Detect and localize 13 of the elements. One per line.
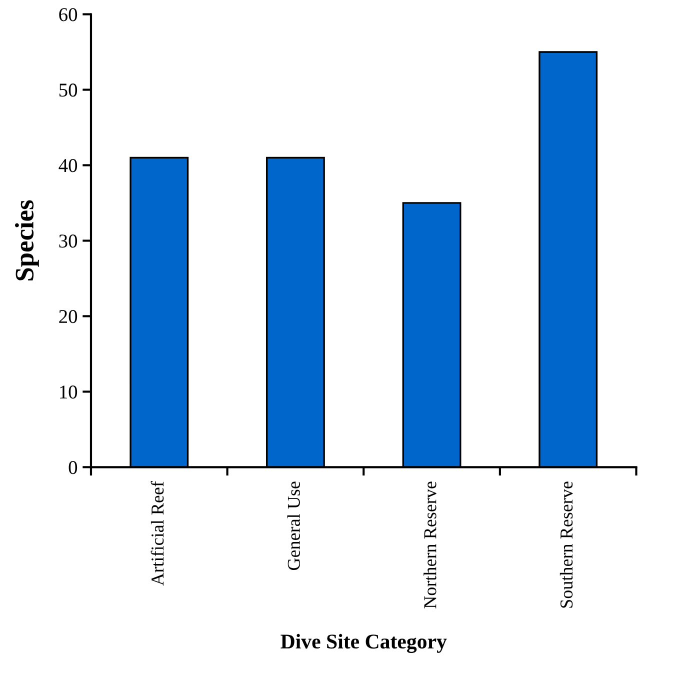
y-tick-label: 10: [60, 385, 78, 399]
y-tick-label: 50: [59, 84, 78, 97]
x-tick-label: Artificial Reef: [150, 481, 164, 586]
x-tick-label: Northern Reserve: [424, 482, 436, 608]
x-axis-title: Dive Site Category: [280, 634, 447, 653]
x-tick-label: Southern Reserve: [560, 482, 573, 608]
y-tick-label: 40: [58, 159, 78, 172]
y-tick-label: 30: [59, 234, 78, 248]
x-tick-label: General Use: [287, 482, 300, 570]
y-tick-label: 60: [59, 8, 78, 22]
y-tick-label: 0: [68, 460, 78, 474]
y-axis-title: Species: [14, 200, 39, 280]
y-tick-label: 20: [59, 310, 78, 324]
